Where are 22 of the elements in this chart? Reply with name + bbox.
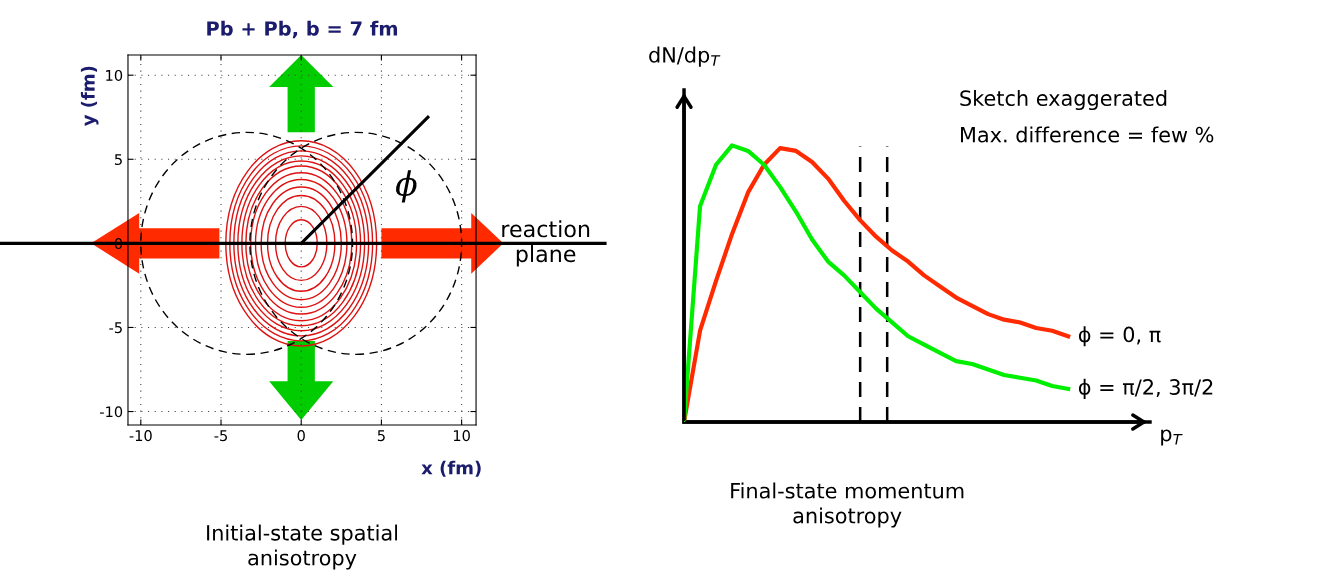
text: Sketch exaggerated (960, 89, 1167, 111)
y-tick-label: -10 (100, 406, 123, 418)
x-axis-title: p$_{T}$ (1161, 429, 1183, 446)
y-tick-label: -5 (109, 322, 122, 334)
series-label: ϕ = 0, π (1078, 326, 1161, 347)
x-tick-label: -5 (214, 430, 228, 442)
y-tick-label: 10 (106, 69, 123, 81)
x-tick-label: 10 (453, 430, 470, 442)
text: Max. difference = few % (960, 126, 1214, 143)
x-tick-label: 5 (377, 430, 385, 442)
x-tick-label: 0 (297, 430, 305, 442)
text: Initial-state spatial anisotropy (207, 524, 398, 570)
chart-title: Pb + Pb, b = 7 fm (207, 20, 398, 39)
x-tick-label: -10 (129, 430, 152, 442)
y-tick-label: 5 (114, 154, 122, 166)
text: Final-state momentum anisotropy (731, 482, 964, 528)
series-label: ϕ = π/2, 3π/2 (1078, 378, 1213, 399)
x-axis-title: x (fm) (421, 460, 481, 477)
annotation: ϕ (395, 170, 417, 203)
y-axis-title: y (fm) (80, 66, 99, 127)
y-axis-title: dN/dp$_{T}$ (649, 46, 721, 67)
ref-line-label: reaction plane (502, 220, 590, 267)
